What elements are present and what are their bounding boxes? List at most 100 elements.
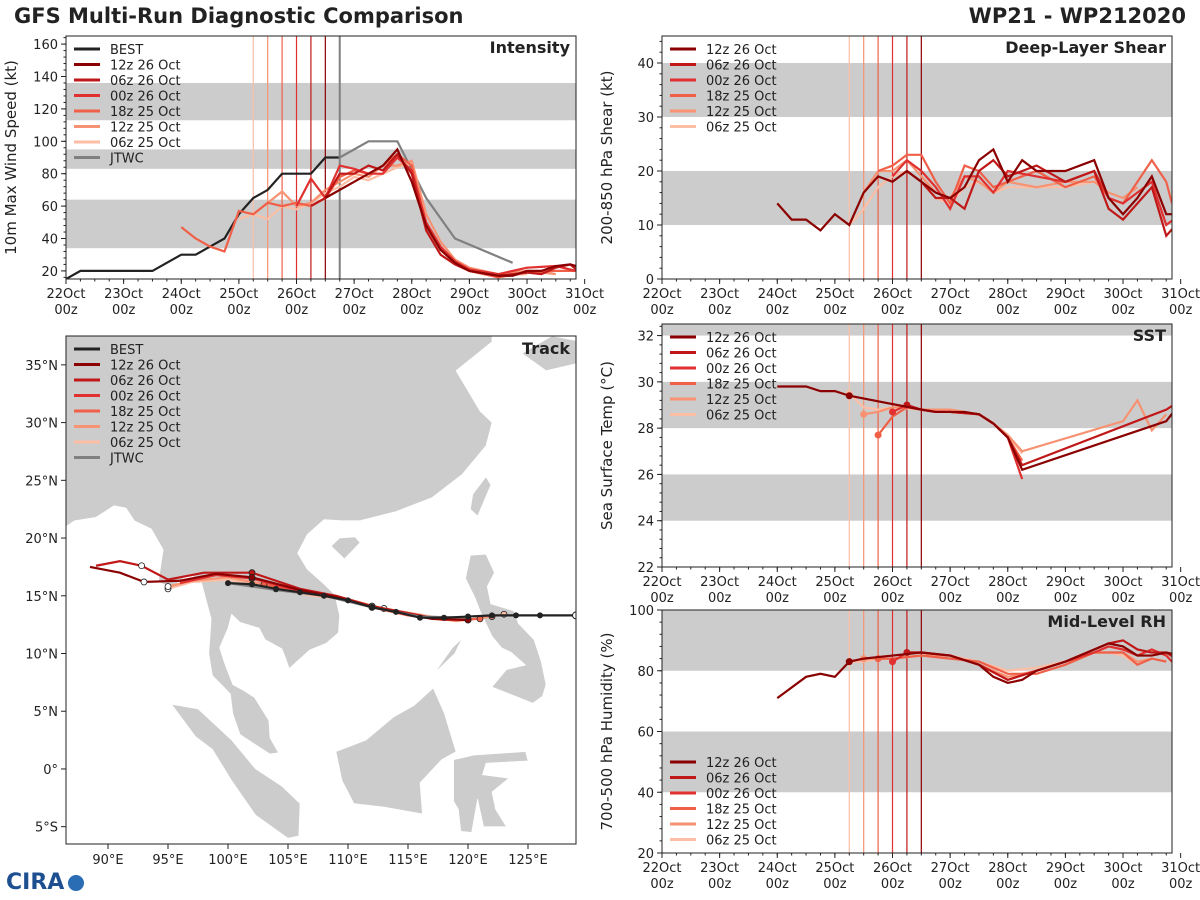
shear-title: Deep-Layer Shear [1005,38,1166,57]
track-xtick-label: 110°E [328,853,368,868]
track-ytick-label: 5°S [35,821,58,836]
rh-xtick-day: 22Oct [642,861,681,876]
rh-panel: 2040608010022Oct00z23Oct00z24Oct00z25Oct… [598,604,1200,892]
track-ytick-label: 15°N [25,590,58,605]
sst-ylabel: Sea Surface Temp (°C) [598,361,616,530]
track-best-point [297,589,303,596]
track-legend-label: BEST [110,343,143,358]
shear-xtick-day: 31Oct [1161,287,1200,302]
sst-xtick-day: 29Oct [1046,575,1085,590]
sst-xtick-hour: 00z [650,591,674,606]
shear-panel: 01020304022Oct00z23Oct00z24Oct00z25Oct00… [598,35,1200,318]
intensity-series-line [295,155,576,276]
sst-ytick-label: 28 [637,422,654,437]
sst-xtick-day: 27Oct [931,575,970,590]
sst-ytick-label: 26 [637,468,654,483]
sst-xtick-day: 28Oct [988,575,1027,590]
shear-xtick-hour: 00z [1054,303,1078,318]
track-best-point [321,592,327,599]
rh-legend-label: 12z 26 Oct [706,756,777,771]
track-ytick-label: 5°N [34,705,59,720]
sst-xtick-day: 31Oct [1161,575,1200,590]
shear-frame [661,35,1173,280]
shear-xtick-hour: 00z [766,303,790,318]
rh-xtick-hour: 00z [881,877,905,892]
palawan [434,638,463,674]
track-best-point [369,604,375,611]
sst-panel: 22242628303222Oct00z23Oct00z24Oct00z25Oc… [598,323,1200,606]
hainan [330,536,361,560]
track-best-point [441,614,447,621]
korea [521,336,576,371]
intensity-xtick-day: 25Oct [219,287,258,302]
track-legend-label: 06z 26 Oct [110,374,181,389]
intensity-xtick-hour: 00z [515,303,539,318]
rh-title: Mid-Level RH [1047,612,1166,631]
track-legend-label: 12z 26 Oct [110,359,181,374]
shear-xtick-day: 23Oct [700,287,739,302]
intensity-plot-area [66,36,576,279]
rh-xtick-hour: 00z [1111,877,1135,892]
track-best-point [273,585,279,592]
track-best-start [572,611,576,620]
intensity-series-line [310,152,576,277]
intensity-ytick-label: 120 [33,103,58,118]
sst-legend-label: 06z 26 Oct [706,347,777,362]
intensity-xtick-hour: 00z [573,303,597,318]
intensity-legend-label: JTWC [109,152,144,167]
track-legend-label: 12z 25 Oct [110,421,181,436]
rh-ylabel: 700-500 hPa Humidity (%) [598,632,616,830]
track-xtick-label: 120°E [448,853,488,868]
intensity-ytick-label: 160 [33,38,58,53]
track-ytick-label: 25°N [25,474,58,489]
shear-xtick-hour: 00z [881,303,905,318]
shear-band [662,63,1172,117]
rh-legend-label: 06z 26 Oct [706,772,777,787]
cira-logo: CIRA [6,870,85,895]
shear-xtick-hour: 00z [823,303,847,318]
sst-xtick-hour: 00z [708,591,732,606]
sst-xtick-day: 25Oct [815,575,854,590]
shear-ytick-label: 30 [637,111,654,126]
rh-ytick-label: 20 [637,847,654,862]
intensity-band [66,82,576,121]
main-title: GFS Multi-Run Diagnostic Comparison [14,4,464,28]
rh-xtick-day: 31Oct [1161,861,1200,876]
shear-xtick-hour: 00z [1111,303,1135,318]
rh-legend-label: 06z 25 Oct [706,834,777,849]
track-best-point [489,612,495,619]
intensity-legend-label: 18z 25 Oct [110,105,181,120]
shear-ytick-label: 20 [637,165,654,180]
shear-xtick-day: 22Oct [642,287,681,302]
sst-ytick-label: 30 [637,376,654,391]
intensity-ytick-label: 20 [41,265,58,280]
sst-legend-label: 12z 25 Oct [706,393,777,408]
shear-ytick-label: 10 [637,219,654,234]
sri-lanka [0,655,11,700]
sst-xtick-hour: 00z [823,591,847,606]
intensity-legend-label: BEST [110,43,143,58]
sst-xtick-day: 24Oct [758,575,797,590]
shear-xtick-day: 26Oct [873,287,912,302]
sst-legend-label: 12z 26 Oct [706,331,777,346]
sst-xtick-day: 30Oct [1104,575,1143,590]
track-legend-label: 06z 25 Oct [110,436,181,451]
rh-legend-label: 18z 25 Oct [706,803,777,818]
intensity-ytick-label: 80 [41,168,58,183]
rh-xtick-day: 24Oct [758,861,797,876]
intensity-xtick-hour: 00z [170,303,194,318]
rh-init-point [845,658,853,666]
shear-series-line [776,147,1172,232]
rh-xtick-day: 23Oct [700,861,739,876]
shear-legend-label: 18z 25 Oct [706,90,777,105]
shear-xtick-hour: 00z [938,303,962,318]
track-legend-label: JTWC [109,452,144,467]
intensity-xtick-hour: 00z [342,303,366,318]
intensity-title: Intensity [490,38,571,57]
track-series-line [95,560,469,622]
intensity-legend-label: 06z 25 Oct [110,136,181,151]
track-ytick-label: 30°N [25,417,58,432]
shear-xtick-hour: 00z [996,303,1020,318]
track-ytick-label: 35°N [25,359,58,374]
shear-xtick-day: 30Oct [1104,287,1143,302]
